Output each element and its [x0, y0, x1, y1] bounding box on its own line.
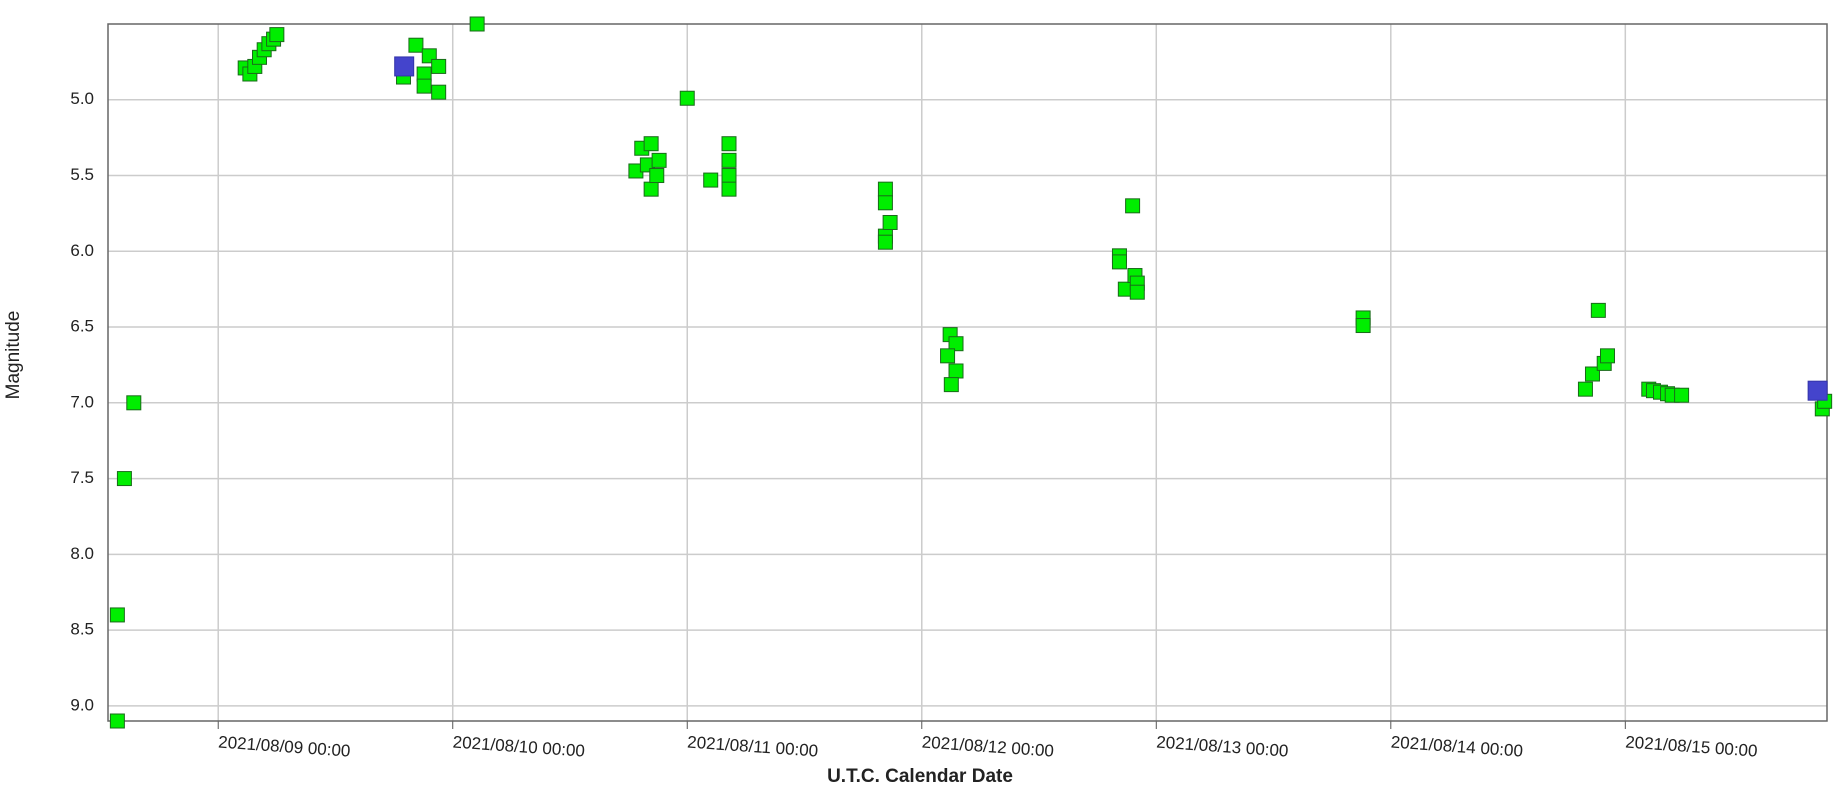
- plot-frame: [107, 23, 1828, 722]
- data-point: [431, 84, 447, 100]
- y-axis-title: Magnitude: [3, 311, 24, 400]
- data-point: [394, 56, 415, 77]
- data-point: [877, 181, 893, 197]
- data-point: [116, 471, 132, 487]
- data-point: [1355, 318, 1371, 334]
- data-point: [721, 152, 737, 168]
- data-point: [651, 152, 667, 168]
- x-tick-label: 2021/08/10 00:00: [452, 733, 585, 761]
- y-tick-label: 7.5: [70, 468, 94, 487]
- data-point: [109, 713, 125, 729]
- data-point: [269, 27, 285, 43]
- y-tick-label: 9.0: [70, 695, 94, 714]
- y-tick-label: 6.0: [70, 241, 94, 260]
- data-point: [643, 181, 659, 197]
- data-point: [948, 336, 964, 352]
- data-point: [1590, 302, 1606, 318]
- data-point: [679, 90, 695, 106]
- y-tick-label: 5.0: [70, 89, 94, 108]
- data-point: [649, 168, 665, 184]
- data-point: [416, 78, 432, 94]
- data-point: [943, 377, 959, 393]
- data-point: [431, 58, 447, 74]
- data-point: [1125, 198, 1141, 214]
- data-point: [408, 37, 424, 53]
- data-point: [1674, 387, 1690, 403]
- data-point: [721, 168, 737, 184]
- data-point: [469, 16, 485, 32]
- x-tick-label: 2021/08/12 00:00: [921, 733, 1054, 761]
- data-point: [721, 136, 737, 152]
- data-point: [877, 234, 893, 250]
- data-point: [882, 214, 898, 230]
- data-point: [1577, 381, 1593, 397]
- y-tick-label: 8.0: [70, 544, 94, 563]
- data-point: [877, 195, 893, 211]
- data-point: [703, 172, 719, 188]
- y-tick-label: 8.5: [70, 620, 94, 639]
- data-point: [1129, 284, 1145, 300]
- x-tick-label: 2021/08/15 00:00: [1625, 733, 1758, 761]
- data-point: [940, 348, 956, 364]
- x-tick-label: 2021/08/11 00:00: [687, 733, 819, 761]
- data-point: [126, 395, 142, 411]
- data-point: [1807, 380, 1828, 401]
- y-tick-label: 7.0: [70, 392, 94, 411]
- data-point: [948, 363, 964, 379]
- data-point: [109, 607, 125, 623]
- data-point: [1584, 366, 1600, 382]
- data-point: [1111, 254, 1127, 270]
- x-tick-label: 2021/08/09 00:00: [218, 733, 351, 761]
- x-axis-title: U.T.C. Calendar Date: [827, 766, 1013, 787]
- data-point: [1599, 348, 1615, 364]
- x-tick-label: 2021/08/14 00:00: [1390, 733, 1523, 761]
- y-tick-label: 5.5: [70, 165, 94, 184]
- x-tick-label: 2021/08/13 00:00: [1156, 733, 1289, 761]
- y-tick-label: 6.5: [70, 317, 94, 336]
- data-point: [721, 181, 737, 197]
- data-point: [643, 136, 659, 152]
